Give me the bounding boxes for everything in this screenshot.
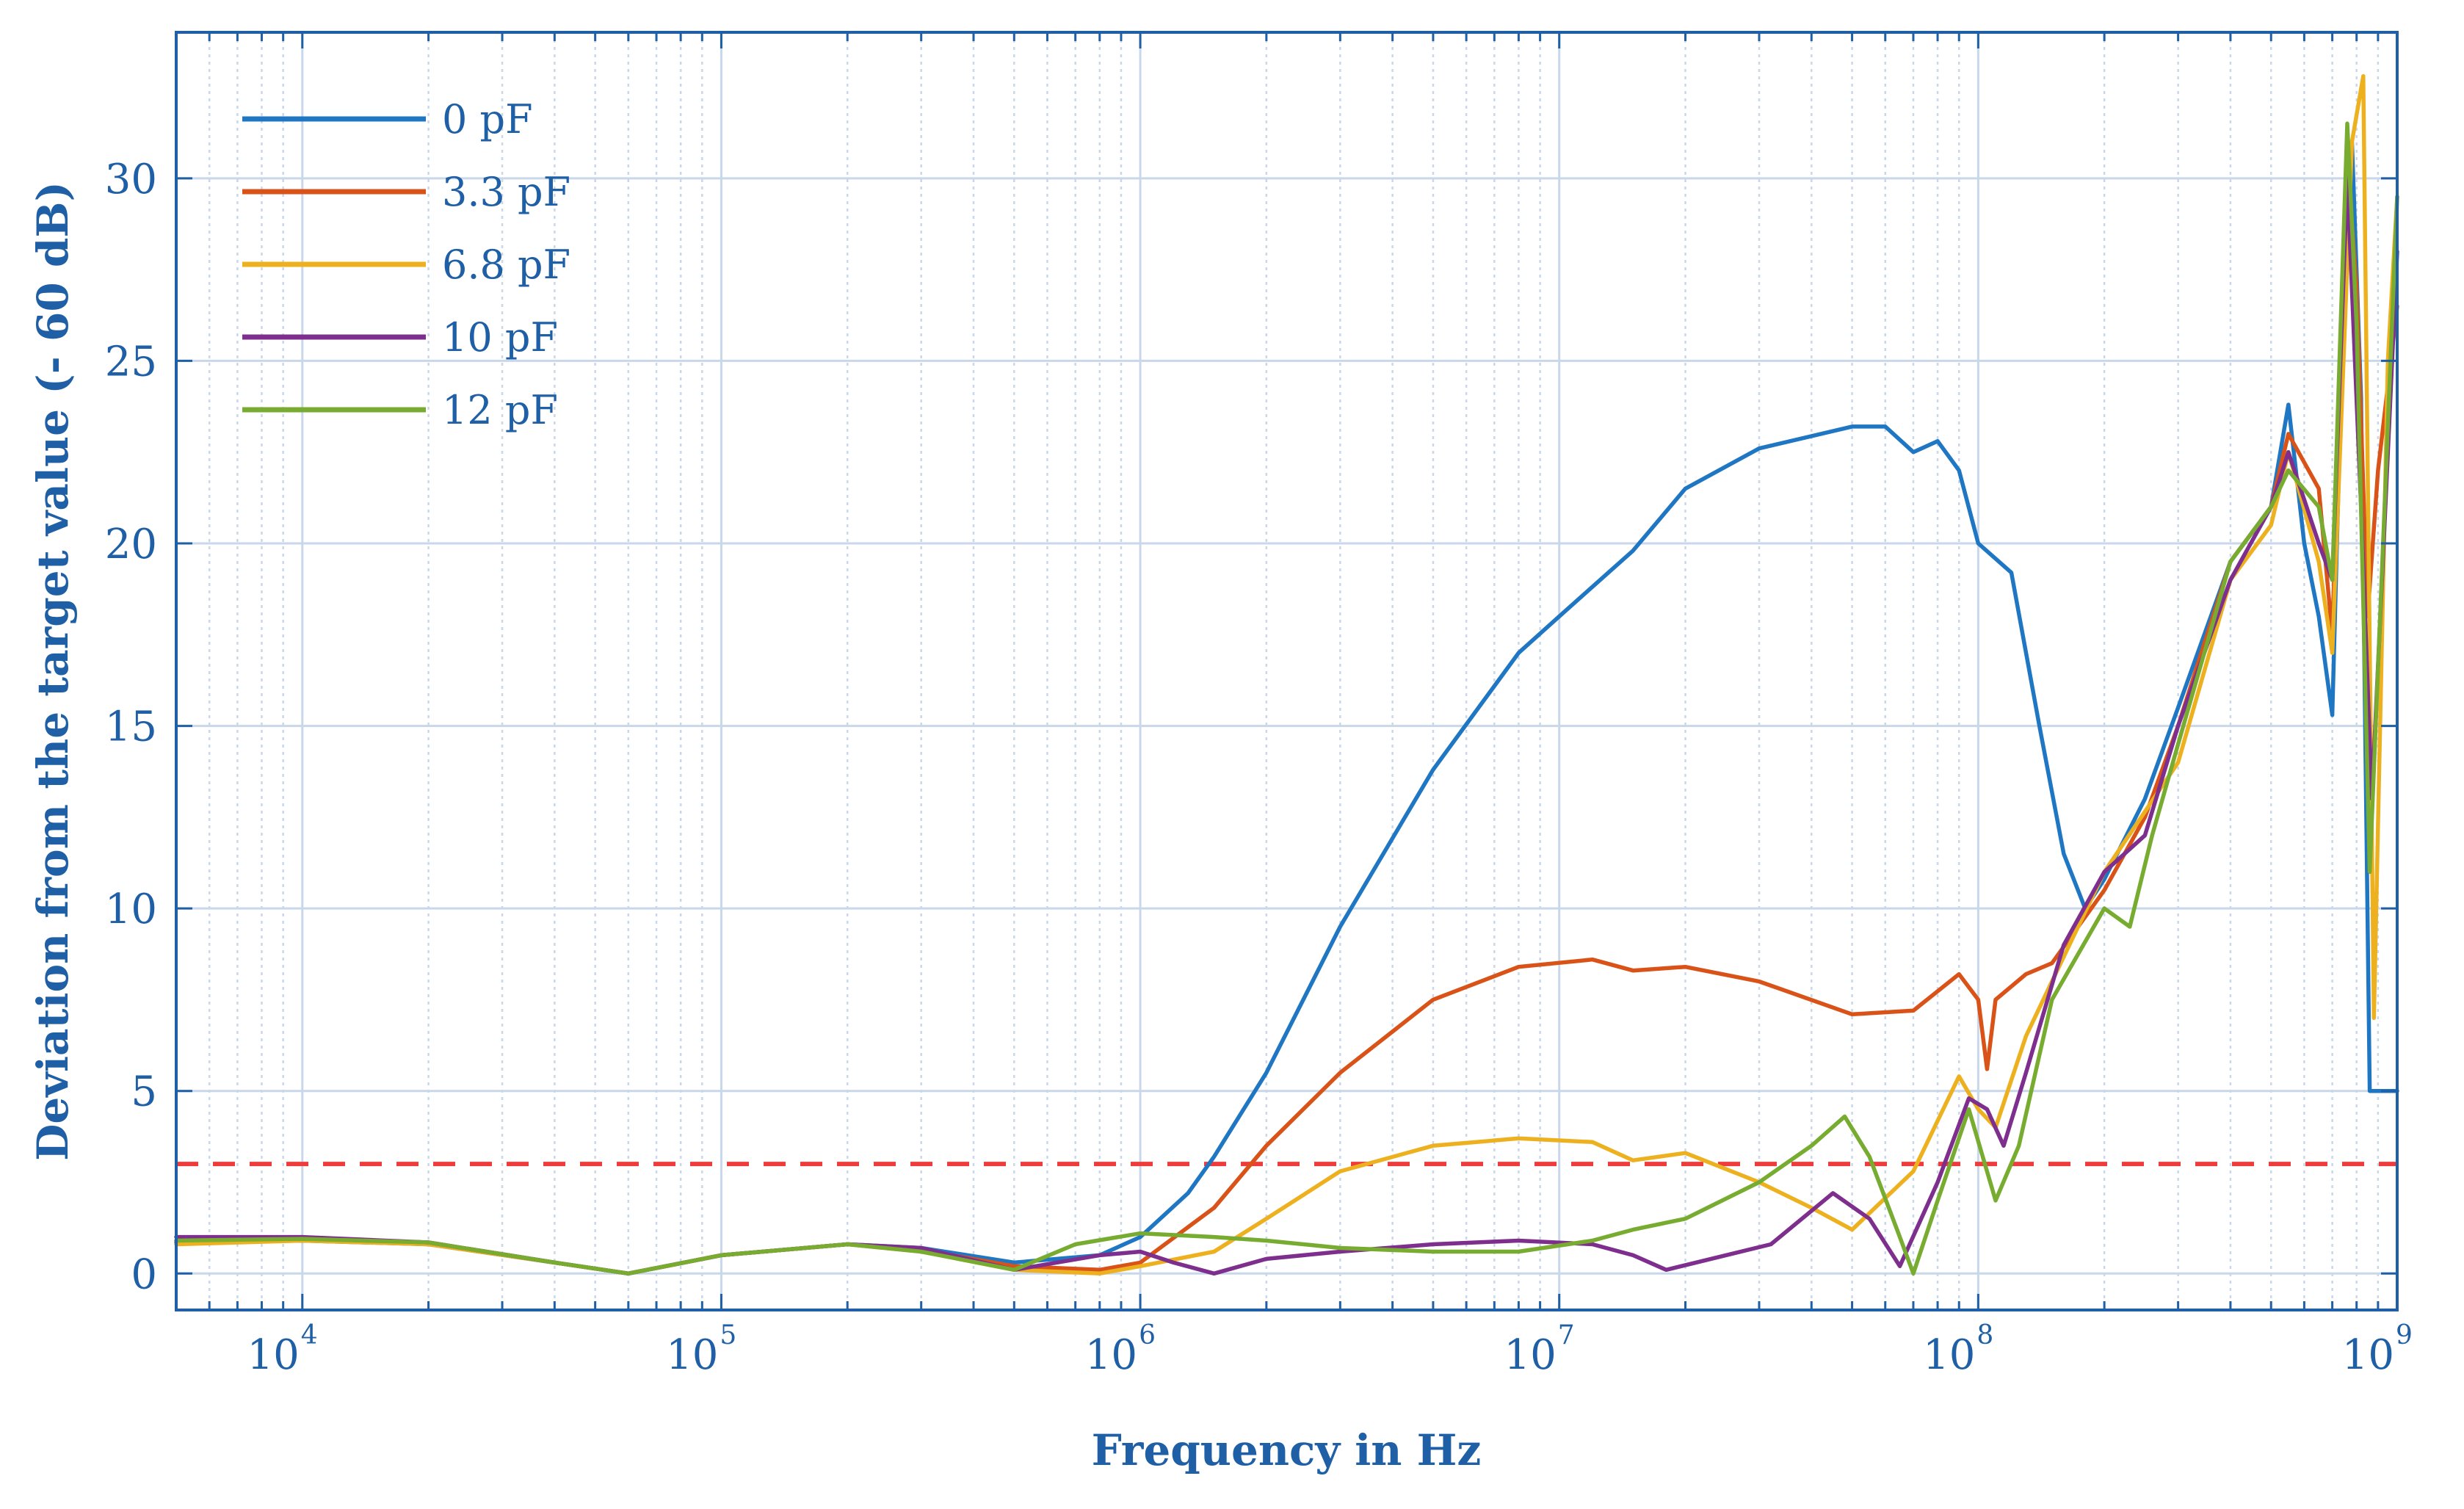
x-tick-base: 10 — [1923, 1331, 1975, 1379]
y-tick-label: 25 — [105, 338, 157, 386]
x-tick-label: 10 9 — [2342, 1320, 2413, 1379]
x-tick-base: 10 — [1085, 1331, 1137, 1379]
x-tick-base: 10 — [666, 1331, 718, 1379]
x-tick-exponent: 7 — [1558, 1320, 1575, 1350]
x-tick-exponent: 6 — [1139, 1320, 1156, 1350]
plot-area-frame — [175, 31, 2399, 1311]
y-tick-label: 20 — [105, 521, 157, 568]
x-tick-exponent: 4 — [301, 1320, 318, 1350]
x-tick-exponent: 9 — [2396, 1320, 2413, 1350]
x-tick-exponent: 5 — [720, 1320, 736, 1350]
x-tick-label: 10 5 — [666, 1320, 736, 1379]
series-group — [174, 73, 2399, 1276]
x-tick-label: 10 8 — [1923, 1320, 1993, 1379]
x-tick-base: 10 — [247, 1331, 300, 1379]
grid — [175, 32, 2399, 1310]
legend-label: 10 pF — [442, 314, 558, 361]
x-tick-label: 10 7 — [1504, 1320, 1574, 1379]
legend: 0 pF 3.3 pF 6.8 pF 10 pF 12 pF — [242, 96, 570, 433]
y-axis-title: Deviation from the target value (- 60 dB… — [28, 181, 78, 1161]
x-tick-base: 10 — [1504, 1331, 1556, 1379]
y-tick-label: 30 — [105, 156, 157, 203]
x-tick-label: 10 4 — [247, 1320, 318, 1379]
x-axis-title: Frequency in Hz — [1092, 1425, 1482, 1475]
x-tick-base: 10 — [2342, 1331, 2394, 1379]
legend-label: 12 pF — [442, 387, 558, 433]
x-tick-label: 10 6 — [1085, 1320, 1156, 1379]
y-tick-label: 10 — [105, 886, 157, 933]
x-tick-exponent: 8 — [1976, 1320, 1993, 1350]
y-tick-label: 0 — [131, 1251, 157, 1298]
series-line-4 — [174, 121, 2399, 1276]
y-tick-label: 15 — [105, 703, 157, 751]
legend-label: 0 pF — [442, 96, 533, 142]
series-line-0 — [174, 140, 2399, 1276]
legend-label: 6.8 pF — [442, 242, 570, 288]
y-tick-label: 5 — [131, 1068, 157, 1116]
legend-label: 3.3 pF — [442, 169, 570, 215]
